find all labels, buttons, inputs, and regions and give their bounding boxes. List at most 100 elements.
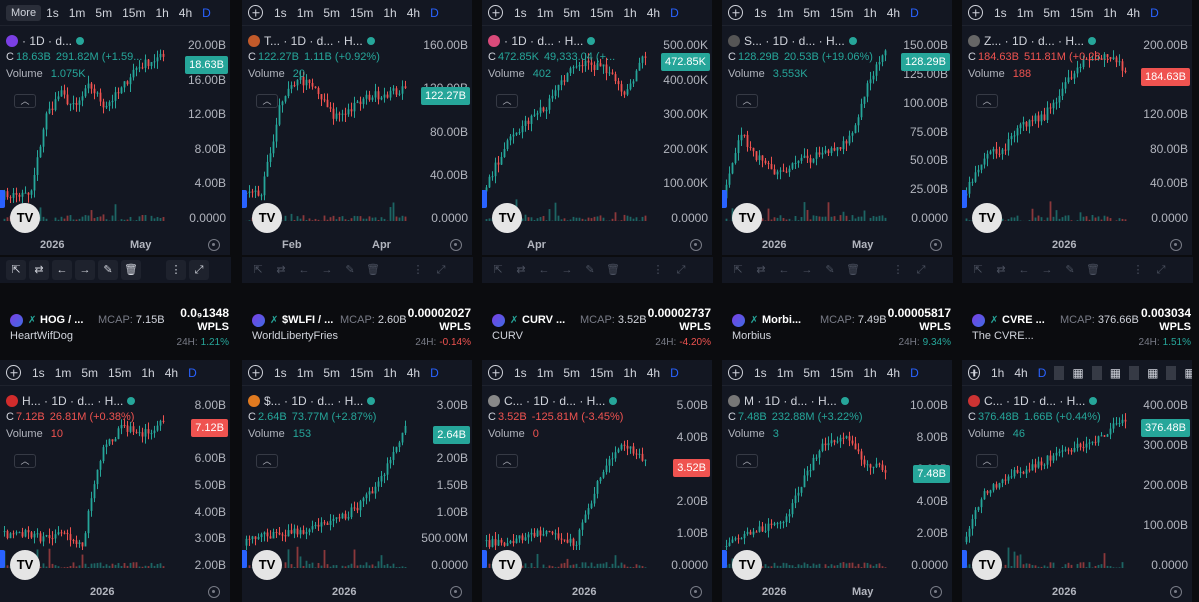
- interval-d-button[interactable]: D: [1150, 5, 1159, 20]
- settings-icon[interactable]: [1170, 586, 1182, 598]
- settings-icon[interactable]: [450, 239, 462, 251]
- trash-icon[interactable]: 🗑: [846, 264, 860, 276]
- interval-4h-button[interactable]: 4h: [1126, 5, 1141, 20]
- interval-d-button[interactable]: D: [910, 365, 919, 380]
- interval-d-button[interactable]: D: [188, 365, 197, 380]
- tradingview-logo[interactable]: TV: [10, 550, 40, 580]
- interval-d-button[interactable]: D: [1037, 365, 1047, 380]
- candlestick-chart[interactable]: [482, 26, 647, 235]
- side-panel-toggle[interactable]: [722, 190, 727, 208]
- fx-icon[interactable]: ▦: [1179, 366, 1192, 380]
- draw-icon[interactable]: ✎: [98, 260, 118, 280]
- collapse-legend-button[interactable]: ︿: [496, 454, 518, 468]
- interval-15m-button[interactable]: 15m: [830, 365, 854, 380]
- chart-panel[interactable]: 1s 1m 5m 15m 1h 4h D S... · 1D · d... · H... C 12…: [722, 0, 953, 255]
- interval-1m-button[interactable]: 1m: [536, 5, 554, 20]
- symbol-title[interactable]: $... · 1D · d... · H...: [248, 394, 376, 408]
- redo-icon[interactable]: →: [321, 264, 333, 276]
- interval-5m-button[interactable]: 5m: [95, 5, 113, 20]
- interval-5m-button[interactable]: 5m: [1043, 5, 1061, 20]
- collapse-legend-button[interactable]: ︿: [14, 454, 36, 468]
- tradingview-logo[interactable]: TV: [492, 550, 522, 580]
- chart-panel[interactable]: 1s 1m 5m 15m 1h 4h D Z... · 1D · d... · H... C 18…: [962, 0, 1193, 255]
- interval-4h-button[interactable]: 4h: [646, 365, 661, 380]
- symbol-title[interactable]: · 1D · d...: [6, 34, 142, 48]
- symbol-title[interactable]: S... · 1D · d... · H...: [728, 34, 873, 48]
- menu-icon[interactable]: ⋮: [892, 264, 904, 276]
- menu-icon[interactable]: ⋮: [166, 260, 186, 280]
- interval-1s-button[interactable]: 1s: [46, 5, 59, 20]
- menu-icon[interactable]: ⋮: [652, 264, 664, 276]
- side-panel-toggle[interactable]: [962, 190, 967, 208]
- candlestick-chart[interactable]: [962, 26, 1127, 235]
- interval-5m-button[interactable]: 5m: [803, 365, 821, 380]
- interval-1h-button[interactable]: 1h: [141, 365, 155, 380]
- side-panel-toggle[interactable]: [0, 190, 5, 208]
- interval-15m-button[interactable]: 15m: [122, 5, 146, 20]
- side-panel-toggle[interactable]: [242, 190, 247, 208]
- interval-1h-button[interactable]: 1h: [623, 365, 637, 380]
- interval-1h-button[interactable]: 1h: [863, 365, 877, 380]
- interval-4h-button[interactable]: 4h: [164, 365, 179, 380]
- interval-4h-button[interactable]: 4h: [178, 5, 193, 20]
- collapse-legend-button[interactable]: ︿: [736, 454, 758, 468]
- tradingview-logo[interactable]: TV: [492, 203, 522, 233]
- chart-panel[interactable]: 1s 1m 5m 15m 1h 4h D M · 1D · d... · H... C 7.48B…: [722, 360, 953, 602]
- compare-icon[interactable]: ⇄: [516, 264, 526, 276]
- add-symbol-icon[interactable]: [6, 365, 21, 380]
- interval-d-button[interactable]: D: [202, 5, 211, 20]
- interval-1m-button[interactable]: 1m: [296, 5, 314, 20]
- collapse-legend-button[interactable]: ︿: [256, 454, 278, 468]
- interval-1s-button[interactable]: 1s: [274, 5, 287, 20]
- chart-panel[interactable]: 1s 1m 5m 15m 1h 4h D $... · 1D · d... · H... C 2.…: [242, 360, 473, 602]
- interval-1s-button[interactable]: 1s: [754, 5, 767, 20]
- undo-icon[interactable]: ←: [1018, 264, 1030, 276]
- trash-icon[interactable]: 🗑: [606, 264, 620, 276]
- interval-1s-button[interactable]: 1s: [514, 365, 527, 380]
- interval-1h-button[interactable]: 1h: [863, 5, 877, 20]
- redo-icon[interactable]: →: [561, 264, 573, 276]
- settings-icon[interactable]: [208, 586, 220, 598]
- add-symbol-icon[interactable]: [968, 365, 980, 380]
- side-panel-toggle[interactable]: [482, 190, 487, 208]
- symbol-title[interactable]: M · 1D · d... · H...: [728, 394, 863, 408]
- symbol-title[interactable]: C... · 1D · d... · H...: [968, 394, 1101, 408]
- draw-icon[interactable]: ✎: [1065, 264, 1075, 276]
- token-card[interactable]: ✗ CVRE ... MCAP: 376.66B The CVRE... 0.003034…: [962, 293, 1193, 355]
- menu-icon[interactable]: ⋮: [412, 264, 424, 276]
- redo-icon[interactable]: →: [75, 260, 95, 280]
- interval-1m-button[interactable]: 1m: [54, 365, 72, 380]
- settings-icon[interactable]: [208, 239, 220, 251]
- interval-d-button[interactable]: D: [430, 5, 439, 20]
- redo-icon[interactable]: →: [1041, 264, 1053, 276]
- tradingview-logo[interactable]: TV: [972, 550, 1002, 580]
- interval-1h-button[interactable]: 1h: [383, 365, 397, 380]
- candlestick-chart[interactable]: [0, 26, 165, 235]
- trash-icon[interactable]: 🗑: [366, 264, 380, 276]
- interval-5m-button[interactable]: 5m: [563, 365, 581, 380]
- interval-4h-button[interactable]: 4h: [406, 365, 421, 380]
- settings-icon[interactable]: [930, 239, 942, 251]
- interval-5m-button[interactable]: 5m: [563, 5, 581, 20]
- redo-icon[interactable]: →: [801, 264, 813, 276]
- side-panel-toggle[interactable]: [722, 550, 727, 568]
- interval-1m-button[interactable]: 1m: [536, 365, 554, 380]
- interval-1s-button[interactable]: 1s: [274, 365, 287, 380]
- fullscreen-icon[interactable]: ⤢: [1156, 264, 1166, 276]
- symbol-title[interactable]: H... · 1D · d... · H...: [6, 394, 136, 408]
- line-tool-icon[interactable]: ▦: [1072, 365, 1084, 380]
- compare-icon[interactable]: ⇄: [756, 264, 766, 276]
- undo-icon[interactable]: ←: [298, 264, 310, 276]
- chart-type-icon[interactable]: ⇱: [973, 264, 983, 276]
- side-panel-toggle[interactable]: [482, 550, 487, 568]
- more-button[interactable]: More: [6, 4, 42, 21]
- collapse-legend-button[interactable]: ︿: [496, 94, 518, 108]
- indicators-icon[interactable]: ▦: [1147, 365, 1159, 380]
- symbol-title[interactable]: · 1D · d... · H...: [488, 34, 615, 48]
- token-card[interactable]: ✗ CURV ... MCAP: 3.52B CURV 0.00002737 WPLS 24H…: [482, 293, 713, 355]
- candles-icon[interactable]: ▦: [1109, 365, 1122, 380]
- trash-icon[interactable]: 🗑: [121, 260, 141, 280]
- settings-icon[interactable]: [450, 586, 462, 598]
- add-symbol-icon[interactable]: [248, 365, 263, 380]
